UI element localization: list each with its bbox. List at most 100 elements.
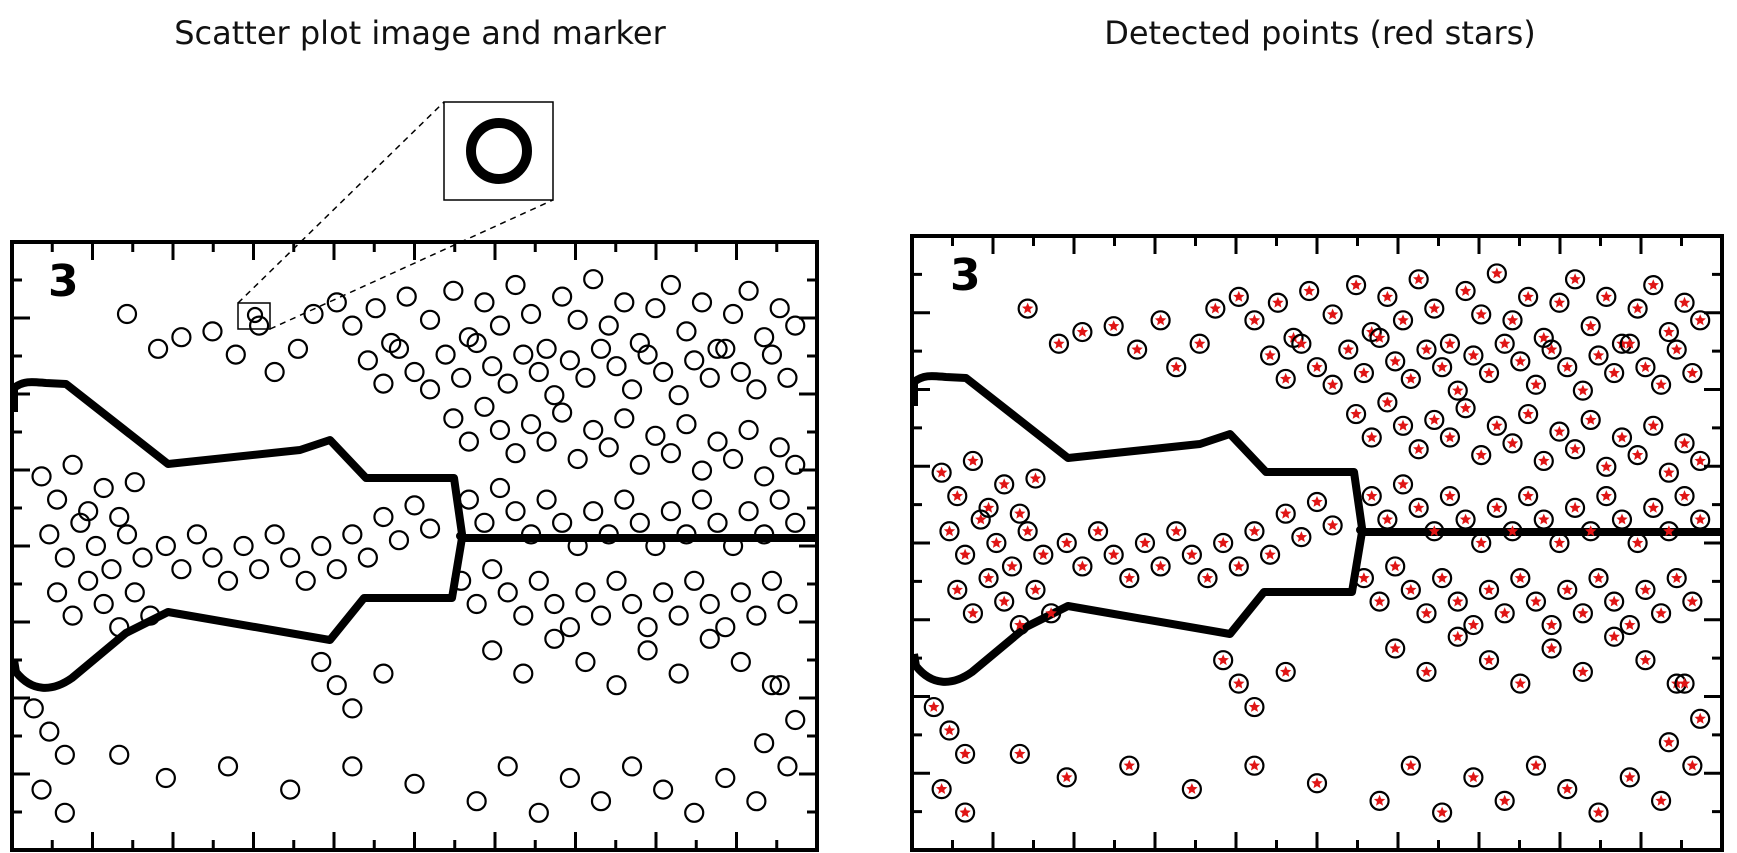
detected-star [1061, 537, 1073, 548]
detected-star [1647, 419, 1659, 431]
data-point [544, 593, 565, 615]
data-point [1056, 767, 1077, 788]
data-point [629, 454, 650, 475]
detected-star [1139, 537, 1151, 548]
data-point [93, 477, 114, 499]
data-point [1228, 286, 1249, 307]
data-point [691, 292, 713, 313]
data-point [1213, 650, 1234, 671]
data-point [676, 524, 697, 545]
data-point [1619, 333, 1640, 354]
highlighted-marker [246, 306, 264, 324]
data-point [1455, 280, 1476, 302]
data-point [311, 651, 332, 673]
data-point [1494, 790, 1515, 811]
detected-star [982, 501, 995, 513]
data-point [1017, 298, 1038, 319]
data-point [124, 472, 145, 493]
data-point [1322, 374, 1343, 395]
data-point [528, 802, 549, 823]
data-point [342, 698, 363, 719]
marker-highlight-box [237, 302, 271, 330]
data-point [691, 489, 713, 510]
data-point [660, 274, 682, 296]
data-point [1181, 779, 1202, 800]
detected-star [1373, 595, 1386, 607]
data-point [54, 744, 75, 765]
data-point [1424, 298, 1445, 319]
data-point [1619, 767, 1640, 788]
data-point [1572, 661, 1593, 683]
data-point [497, 756, 518, 777]
data-point [1416, 339, 1437, 360]
detected-star [1405, 372, 1417, 384]
detected-star [1014, 748, 1026, 759]
data-point [1377, 509, 1398, 530]
detected-star [1444, 431, 1456, 443]
data-point [653, 779, 674, 800]
detected-star [1608, 595, 1620, 607]
data-point [155, 767, 176, 789]
data-point [761, 570, 783, 591]
detected-star [1686, 759, 1699, 771]
data-point [1572, 380, 1593, 401]
detected-star [998, 595, 1010, 607]
data-point [1369, 790, 1390, 811]
detected-star [1694, 314, 1706, 326]
right-panel-title: Detected points (red stars) [1104, 14, 1536, 52]
data-point [1275, 661, 1296, 683]
data-point [954, 544, 976, 565]
data-point [326, 675, 347, 696]
data-point [1541, 638, 1562, 659]
data-point [1502, 433, 1523, 454]
data-point [1408, 497, 1429, 518]
data-point [1463, 767, 1484, 788]
detected-star [1655, 378, 1667, 390]
detected-star [1561, 361, 1573, 373]
data-point [1244, 755, 1265, 776]
data-point [1690, 310, 1711, 331]
data-point [761, 344, 783, 365]
detected-star [1663, 466, 1675, 478]
data-point [785, 454, 806, 475]
detected-star [1217, 654, 1229, 666]
data-point [303, 303, 324, 325]
data-point [1564, 439, 1586, 460]
detected-star [1663, 525, 1675, 537]
data-point [1658, 521, 1680, 542]
detected-star [1194, 337, 1206, 349]
data-point [614, 489, 635, 510]
detected-star [1459, 402, 1472, 414]
detected-star [1311, 361, 1323, 373]
data-point [147, 338, 169, 359]
data-point [1353, 568, 1375, 589]
detected-star [1092, 525, 1104, 537]
data-point [939, 720, 960, 741]
detected-star [1678, 296, 1691, 308]
detected-star [1631, 302, 1644, 314]
detected-star [1366, 431, 1378, 443]
data-point [923, 696, 944, 718]
data-point [1377, 286, 1398, 307]
data-point [1650, 790, 1672, 811]
data-point [1072, 556, 1093, 577]
detected-star [1452, 384, 1464, 396]
data-point [645, 425, 666, 446]
data-point [31, 779, 52, 800]
data-point [1674, 292, 1695, 313]
data-point [497, 582, 518, 603]
detected-star [975, 513, 987, 525]
data-point [489, 315, 511, 336]
detected-star [1530, 595, 1542, 607]
data-point [1502, 521, 1523, 542]
detected-star [1303, 285, 1315, 296]
data-point [738, 501, 759, 522]
detected-star [1123, 572, 1135, 583]
data-point [614, 292, 635, 313]
data-point [1322, 304, 1343, 325]
detected-star [1022, 525, 1034, 537]
data-point [505, 501, 526, 522]
detected-star [1678, 437, 1691, 449]
data-point [1596, 286, 1617, 307]
data-point [931, 462, 952, 483]
